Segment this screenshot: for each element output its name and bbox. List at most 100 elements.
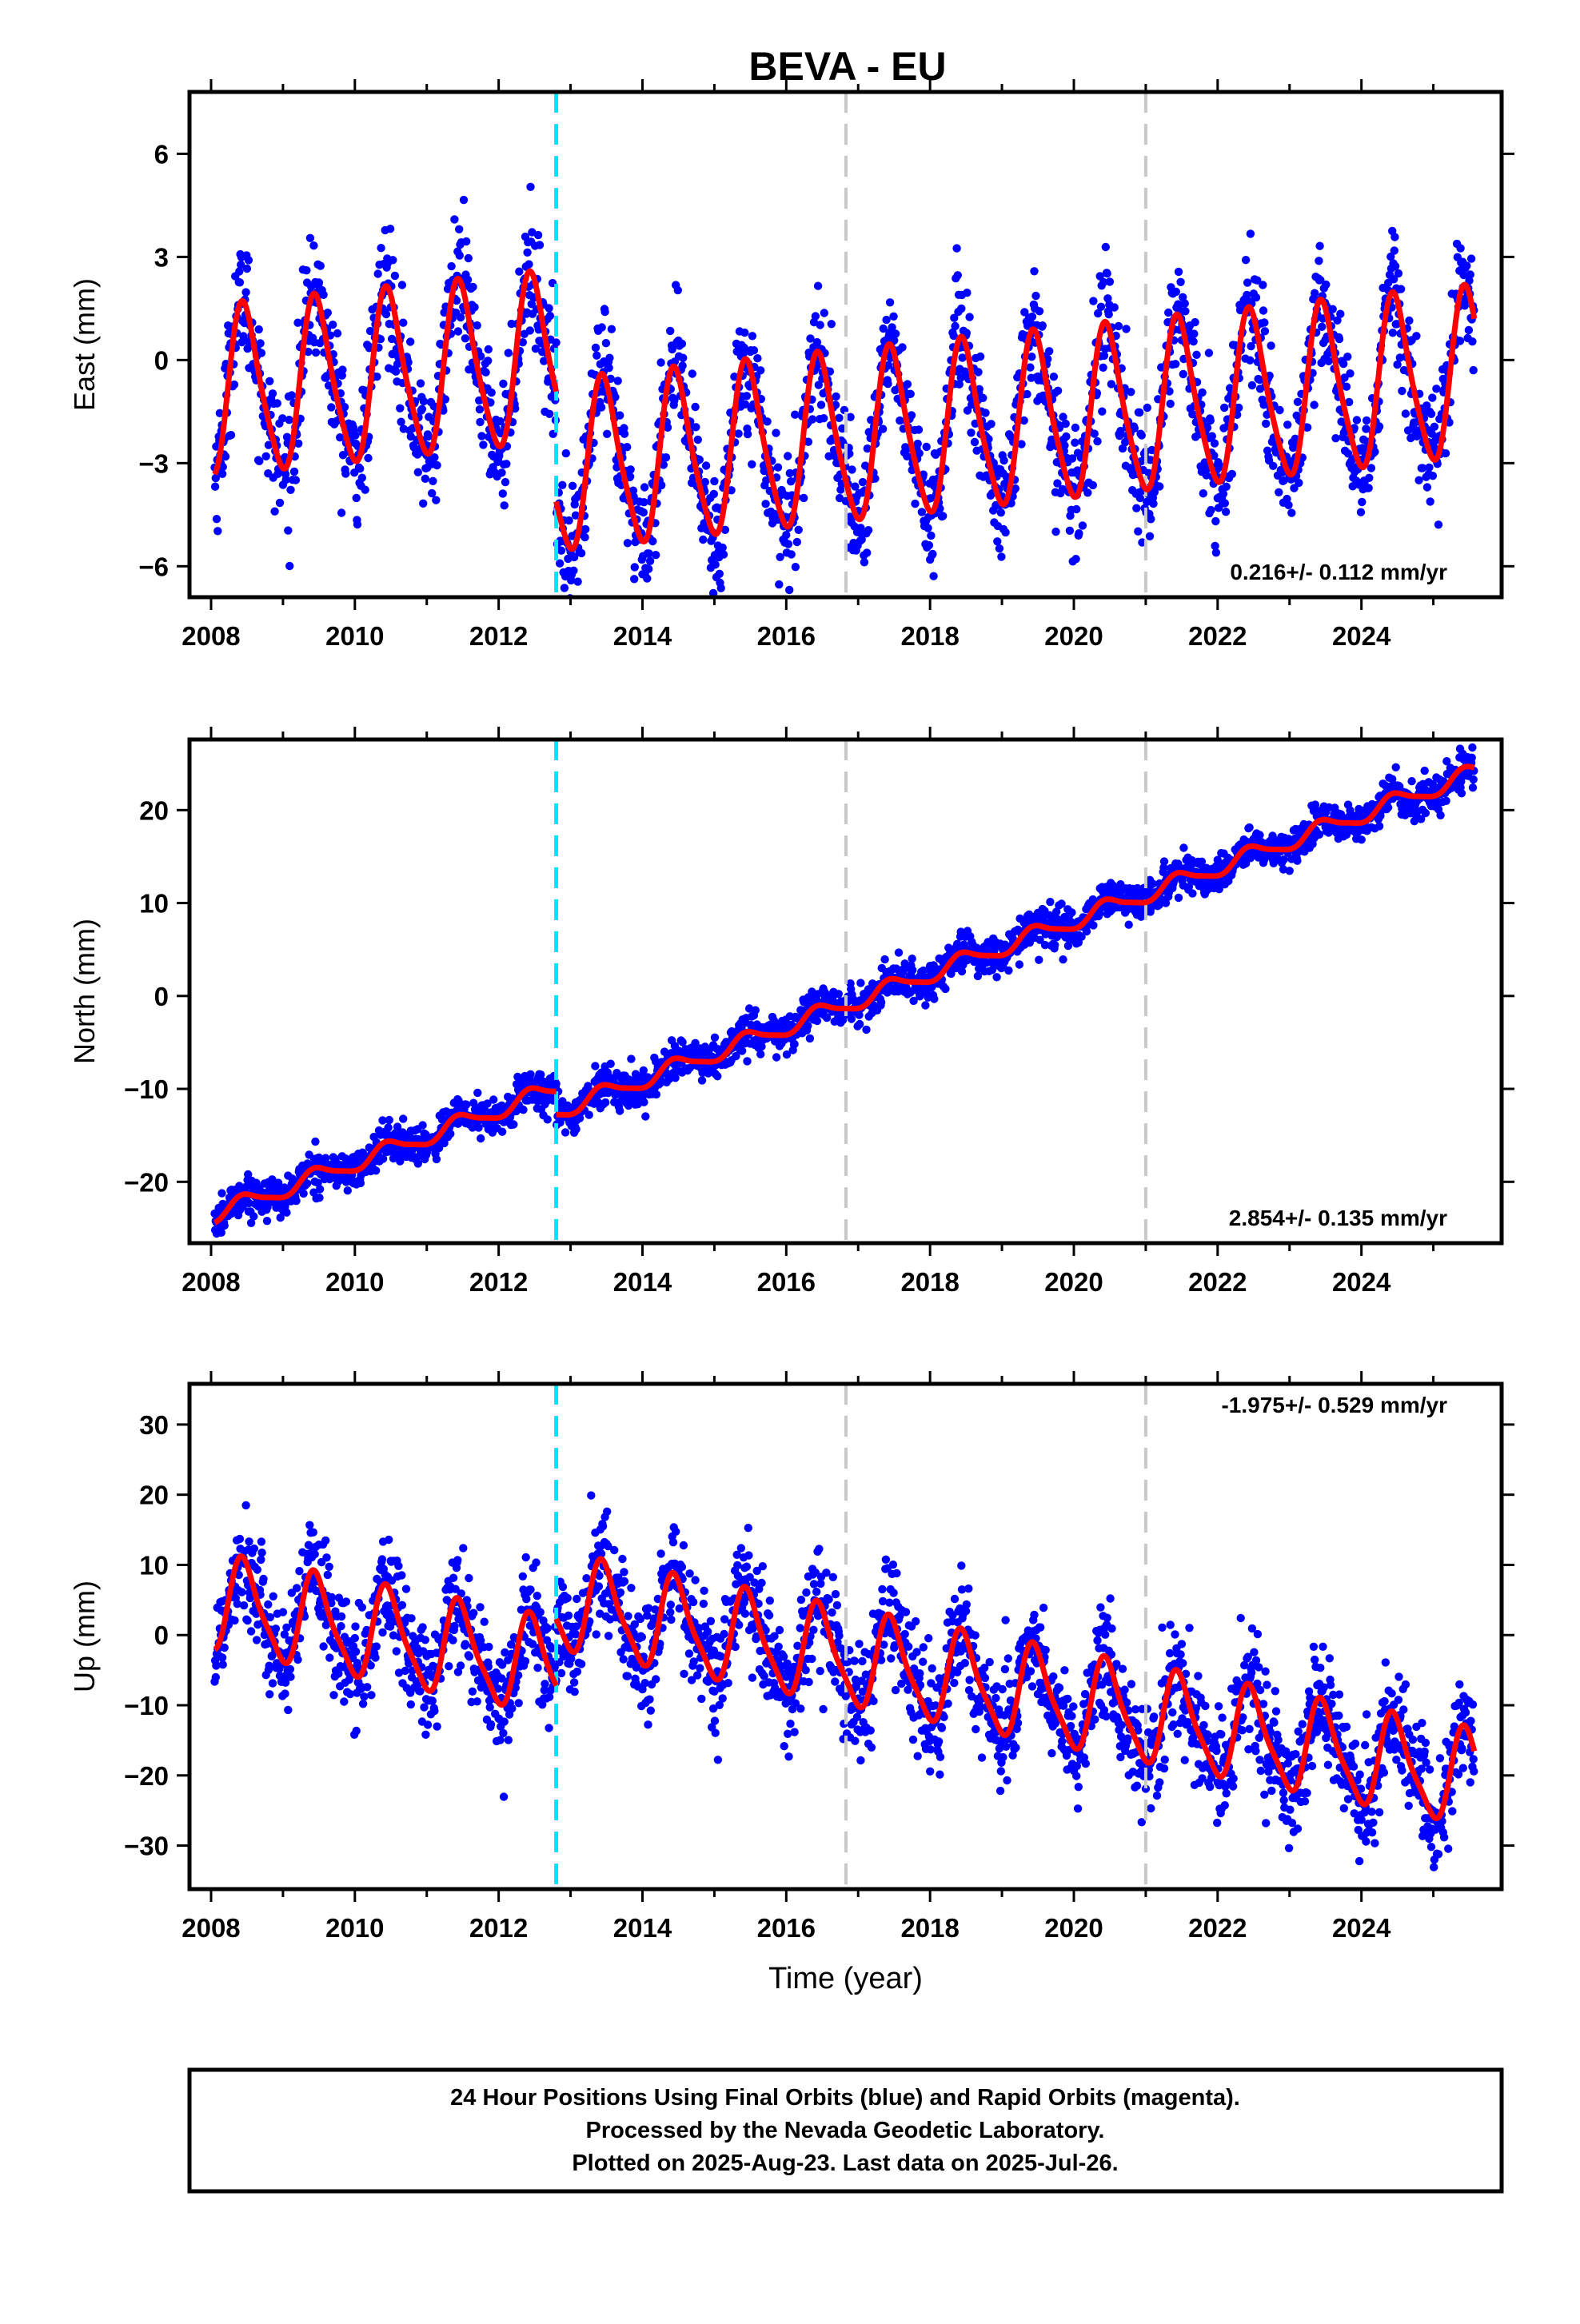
- data-point: [643, 574, 651, 582]
- data-point: [1175, 268, 1183, 276]
- data-point: [1102, 243, 1110, 251]
- data-point: [889, 313, 897, 321]
- data-point: [678, 340, 686, 348]
- data-point: [992, 973, 1000, 981]
- data-point: [846, 413, 854, 421]
- data-point: [374, 269, 382, 277]
- data-point: [640, 1098, 648, 1106]
- data-point: [921, 1001, 929, 1009]
- data-point: [1286, 867, 1294, 875]
- data-point: [1243, 278, 1251, 286]
- data-point: [557, 547, 565, 555]
- data-point: [775, 580, 783, 588]
- data-point: [241, 288, 249, 296]
- data-point: [652, 551, 660, 559]
- data-point: [282, 1209, 290, 1217]
- data-point: [419, 500, 427, 508]
- data-point: [954, 271, 962, 279]
- data-point: [716, 570, 724, 578]
- data-point: [1412, 332, 1420, 340]
- data-point: [457, 313, 465, 321]
- data-point: [1132, 504, 1140, 512]
- data-point: [1390, 246, 1398, 254]
- data-point: [1245, 823, 1253, 831]
- data-point: [602, 339, 610, 347]
- data-point: [1466, 270, 1474, 278]
- data-point: [616, 1106, 624, 1114]
- chart-title: BEVA - EU: [748, 44, 946, 89]
- data-point: [1405, 317, 1413, 325]
- data-point: [418, 405, 426, 413]
- data-point: [1103, 269, 1111, 277]
- data-point: [476, 418, 484, 426]
- data-point: [344, 1186, 352, 1194]
- data-point: [1035, 307, 1043, 315]
- data-point: [620, 430, 628, 438]
- data-point: [319, 291, 327, 299]
- data-point: [925, 541, 933, 549]
- data-point: [662, 453, 670, 461]
- data-point: [1389, 329, 1397, 337]
- data-point: [351, 431, 359, 439]
- data-point: [358, 474, 366, 482]
- data-point: [1089, 481, 1097, 489]
- data-point: [591, 1062, 599, 1070]
- data-point: [967, 429, 975, 436]
- data-point: [1175, 894, 1183, 902]
- data-point: [1252, 293, 1260, 301]
- data-point: [1125, 921, 1133, 929]
- data-point: [573, 577, 581, 585]
- data-point: [1259, 306, 1267, 314]
- data-point: [515, 268, 523, 276]
- data-point: [1287, 508, 1295, 516]
- data-point: [895, 948, 903, 956]
- data-point: [556, 560, 564, 568]
- data-point: [688, 369, 696, 377]
- data-point: [469, 283, 477, 291]
- data-point: [1223, 483, 1231, 491]
- data-point: [971, 438, 979, 446]
- data-point: [1027, 353, 1035, 361]
- data-point: [879, 425, 887, 433]
- data-point: [614, 377, 622, 385]
- data-point: [1442, 449, 1450, 457]
- data-point: [1199, 489, 1207, 497]
- data-point: [1365, 484, 1373, 492]
- data-point: [306, 234, 314, 242]
- data-point: [372, 1166, 380, 1174]
- data-point: [1402, 409, 1410, 417]
- data-point: [243, 265, 251, 273]
- data-point: [536, 241, 544, 249]
- data-point: [761, 500, 769, 508]
- data-point: [1429, 472, 1437, 480]
- data-point: [562, 449, 570, 457]
- data-point: [1247, 229, 1255, 237]
- data-point: [417, 379, 425, 387]
- data-point: [292, 1197, 300, 1205]
- data-point: [1456, 244, 1464, 252]
- data-point: [399, 319, 407, 327]
- data-point: [1390, 233, 1398, 241]
- data-point: [450, 215, 458, 223]
- data-point: [525, 260, 533, 268]
- data-point: [489, 1095, 497, 1103]
- data-point: [904, 380, 912, 388]
- data-point: [1469, 783, 1477, 791]
- data-point: [1205, 349, 1213, 357]
- data-point: [666, 327, 674, 335]
- data-point: [406, 337, 414, 345]
- data-point: [399, 1114, 407, 1122]
- data-point: [544, 1115, 552, 1123]
- data-point: [273, 399, 281, 407]
- data-point: [263, 1217, 271, 1225]
- data-point: [312, 349, 320, 357]
- data-point: [607, 1060, 615, 1068]
- data-point: [499, 489, 507, 497]
- data-point: [1207, 417, 1215, 425]
- data-point: [1149, 500, 1157, 508]
- data-point: [1259, 281, 1267, 289]
- data-point: [1083, 488, 1091, 496]
- data-point: [981, 409, 989, 417]
- data-point: [1365, 474, 1373, 482]
